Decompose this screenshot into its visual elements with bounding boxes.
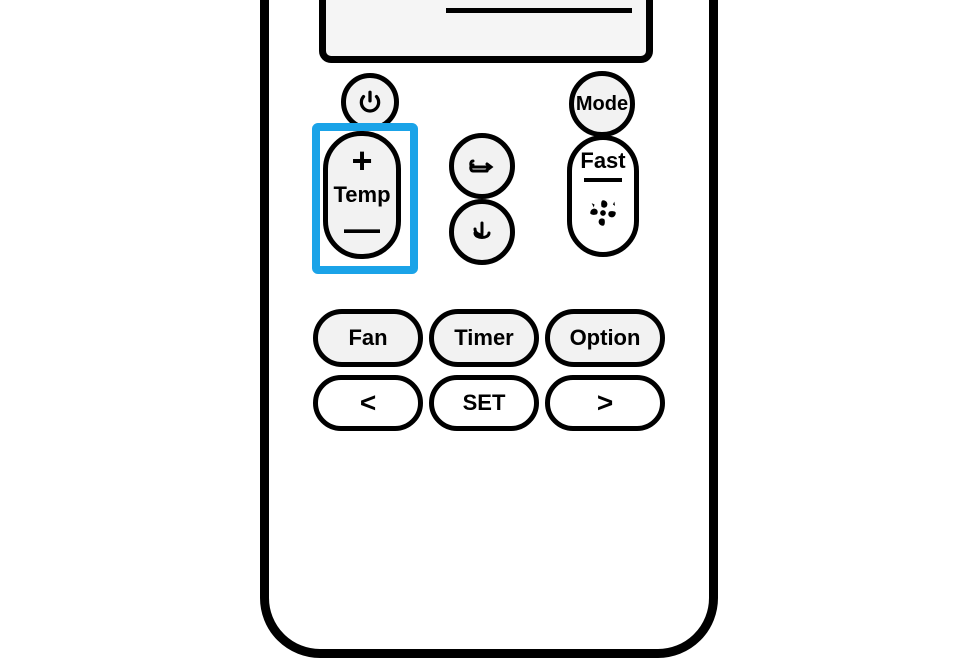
canvas: 24 Auto Cool Dry — [0, 0, 960, 565]
temp-button-label: Temp — [328, 182, 396, 208]
temp-button[interactable]: + Temp — — [323, 131, 401, 259]
fast-divider — [584, 178, 622, 182]
mode-fan: Fan — [344, 0, 395, 2]
swing-icon — [467, 151, 497, 181]
mode-list: Auto Cool Dry Fan Heat — [344, 0, 628, 2]
lcd-screen: 24 Auto Cool Dry — [319, 0, 653, 63]
right-button[interactable]: > — [545, 375, 665, 431]
chevron-left-icon: < — [360, 387, 376, 419]
fan-button[interactable]: Fan — [313, 309, 423, 367]
temp-minus: — — [328, 208, 396, 250]
left-button[interactable]: < — [313, 375, 423, 431]
remote-body: 24 Auto Cool Dry — [260, 0, 718, 658]
temp-plus: + — [328, 140, 396, 182]
chevron-right-icon: > — [597, 387, 613, 419]
timer-button-label: Timer — [454, 325, 514, 351]
fan-button-label: Fan — [348, 325, 387, 351]
screen-divider-bottom — [446, 8, 632, 13]
fast-button[interactable]: Fast — [567, 135, 639, 257]
set-button-label: SET — [463, 390, 506, 416]
mode-button-label: Mode — [576, 93, 628, 116]
option-button-label: Option — [570, 325, 641, 351]
fast-fan-icon — [586, 196, 620, 230]
mode-button[interactable]: Mode — [569, 71, 635, 137]
timer-button[interactable]: Timer — [429, 309, 539, 367]
set-button[interactable]: SET — [429, 375, 539, 431]
power-icon — [357, 89, 383, 115]
air-direction-icon — [467, 217, 497, 247]
air-direction-button[interactable] — [449, 199, 515, 265]
option-button[interactable]: Option — [545, 309, 665, 367]
swing-button[interactable] — [449, 133, 515, 199]
mode-heat: Heat — [435, 0, 498, 2]
fast-button-label: Fast — [572, 148, 634, 174]
